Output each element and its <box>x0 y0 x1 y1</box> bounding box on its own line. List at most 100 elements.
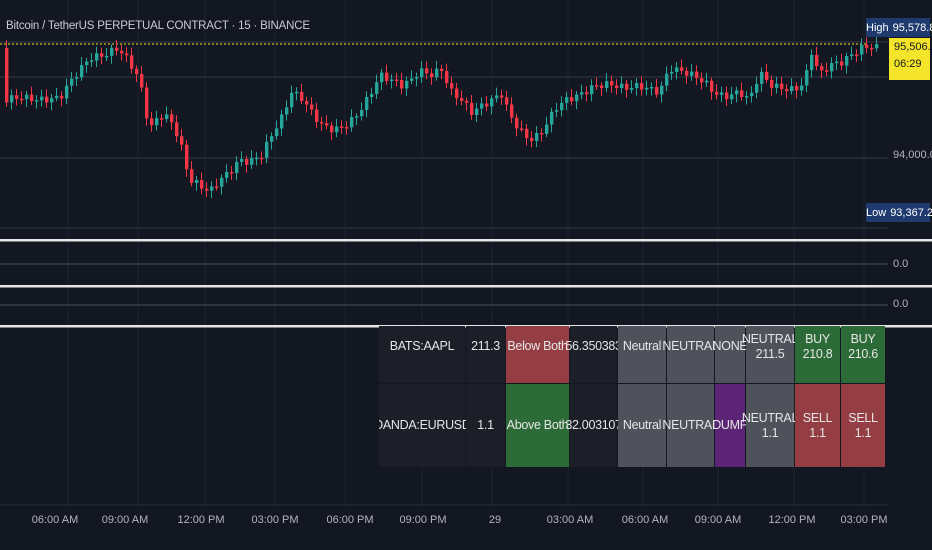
candle <box>465 100 469 103</box>
candle <box>270 136 274 142</box>
candle <box>405 80 409 89</box>
candle <box>385 72 389 81</box>
candle <box>105 55 109 58</box>
candle <box>55 95 59 99</box>
time-axis-label: 12:00 PM <box>177 514 225 526</box>
candle <box>335 126 339 133</box>
candle <box>300 91 304 102</box>
candle <box>680 67 684 71</box>
signal-cell: NEUTRAL <box>662 326 719 383</box>
pane-1-value: 0.0 <box>893 258 909 270</box>
candle <box>80 65 84 78</box>
candle <box>630 88 634 90</box>
candle <box>315 109 319 122</box>
rating-label: SELL <box>802 411 833 426</box>
candle <box>145 87 149 119</box>
candle <box>600 85 604 89</box>
candle <box>205 188 209 191</box>
candle <box>100 53 104 57</box>
rating-value: 210.6 <box>848 346 878 361</box>
time-axis-label: 03:00 PM <box>840 514 888 526</box>
low-value: 93,367.2 <box>890 206 932 219</box>
candle <box>215 186 219 188</box>
candle <box>715 91 719 95</box>
candle <box>710 80 714 92</box>
pane-separator <box>0 285 932 288</box>
candle <box>200 180 204 189</box>
symbol-cell: OANDA:EURUSD <box>379 384 471 467</box>
high-label: High <box>866 21 889 34</box>
rating-1-cell: NEUTRAL 1.1 <box>742 384 798 467</box>
candle <box>380 72 384 83</box>
candle <box>615 85 619 88</box>
candle <box>555 110 559 112</box>
candle <box>740 90 744 98</box>
rating-value: 1.1 <box>854 425 872 440</box>
time-axis-label: 06:00 PM <box>326 514 374 526</box>
bar-countdown: 06:29 <box>894 58 922 70</box>
candle <box>685 70 689 76</box>
time-axis-label: 03:00 AM <box>546 514 594 526</box>
candle <box>25 94 29 100</box>
candle <box>15 95 19 99</box>
candle <box>235 161 239 174</box>
candle <box>800 85 804 91</box>
candle <box>700 78 704 83</box>
ma-status-cell: Above Both <box>506 384 569 467</box>
candle <box>265 141 269 158</box>
candle <box>875 44 879 49</box>
candle <box>400 79 404 89</box>
candle <box>480 103 484 109</box>
candle <box>425 68 429 74</box>
candle <box>580 92 584 95</box>
candle <box>275 128 279 137</box>
chart-title: Bitcoin / TetherUS PERPETUAL CONTRACT · … <box>6 20 310 32</box>
rating-label: SELL <box>848 411 878 426</box>
candle <box>70 78 74 86</box>
rating-value: 1.1 <box>761 425 779 440</box>
current-price-tag: 95,506.8 06:29 <box>889 38 930 80</box>
candle <box>525 128 529 138</box>
candle <box>485 103 489 107</box>
candle <box>410 78 414 81</box>
candle <box>620 83 624 88</box>
candle <box>340 126 344 129</box>
candle <box>780 83 784 90</box>
candle <box>125 53 129 56</box>
candle <box>535 133 539 142</box>
candle <box>575 94 579 102</box>
candle <box>280 114 284 129</box>
rating-label: NEUTRAL <box>741 332 799 347</box>
rating-value: 1.1 <box>809 425 826 440</box>
trend-cell: Neutral <box>618 326 666 383</box>
candle <box>310 104 314 110</box>
time-axis-label: 09:00 PM <box>399 514 447 526</box>
candle <box>755 83 759 93</box>
candle <box>185 144 189 170</box>
candle <box>855 54 859 57</box>
candle <box>240 159 244 162</box>
candle <box>695 71 699 79</box>
candle <box>160 118 164 120</box>
candle <box>505 97 509 105</box>
candle <box>130 55 134 69</box>
candle <box>640 83 644 90</box>
pane-separator <box>0 239 932 242</box>
candle <box>415 77 419 79</box>
time-axis-label: 29 <box>488 514 502 526</box>
candle <box>635 83 639 89</box>
candle <box>165 114 169 119</box>
candle <box>30 94 34 102</box>
candle <box>430 73 434 78</box>
candle <box>795 86 799 91</box>
candle <box>835 61 839 64</box>
candle <box>490 98 494 107</box>
candle <box>220 177 224 187</box>
price-cell: 211.3 <box>466 326 505 383</box>
candle <box>225 171 229 178</box>
candle <box>725 92 729 100</box>
candle <box>865 44 869 48</box>
candle <box>820 66 824 71</box>
candle <box>420 68 424 78</box>
time-axis-label: 12:00 PM <box>768 514 816 526</box>
